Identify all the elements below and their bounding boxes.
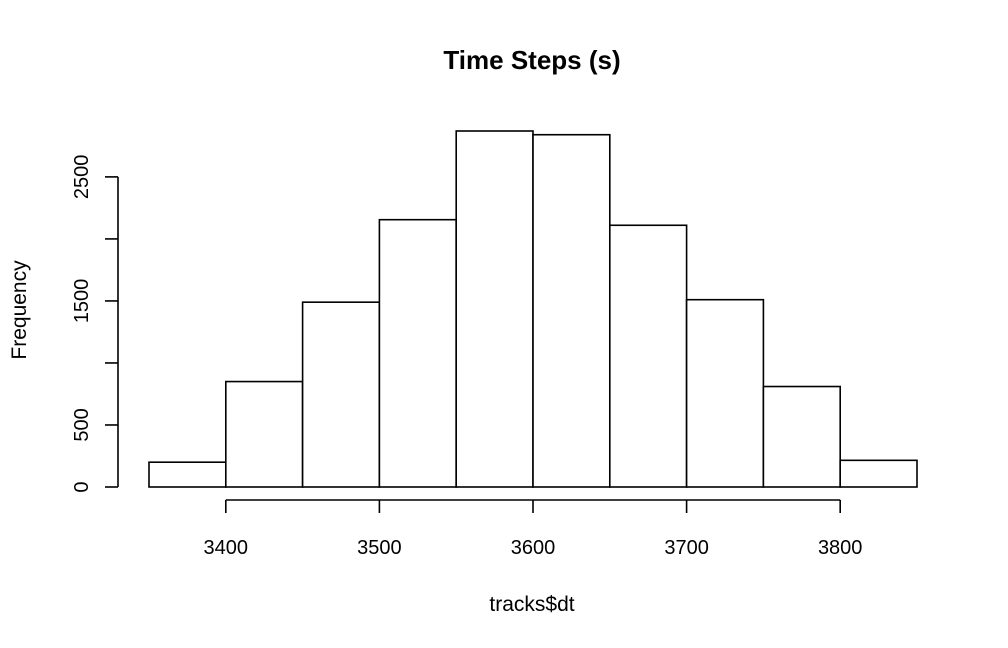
chart-title: Time Steps (s) <box>443 45 620 75</box>
x-tick-label-3500: 3500 <box>357 537 402 559</box>
y-tick-label-2500: 2500 <box>71 155 93 200</box>
y-tick-label-1500: 1500 <box>71 279 93 324</box>
y-tick-label-0: 0 <box>71 481 93 492</box>
x-axis-title: tracks$dt <box>489 593 574 616</box>
x-tick-label-3700: 3700 <box>664 537 709 559</box>
x-tick-label-3400: 3400 <box>204 537 249 559</box>
histogram-bar-3 <box>301 301 381 488</box>
histogram-bar-2 <box>225 380 304 488</box>
histogram-bar-8 <box>685 298 765 488</box>
x-tick-label-3600: 3600 <box>511 537 556 559</box>
y-tick-label-500: 500 <box>71 408 93 441</box>
x-axis: 3400 3500 3600 3700 3800 <box>204 499 863 559</box>
y-axis: 0 500 1500 2500 <box>71 155 119 493</box>
histogram-bar-1 <box>148 461 227 488</box>
histogram-bar-4 <box>378 218 457 488</box>
histogram-bar-5 <box>455 130 534 488</box>
x-tick-label-3800: 3800 <box>818 537 863 559</box>
y-axis-title: Frequency <box>8 260 31 360</box>
bars-group <box>148 130 918 488</box>
histogram-bar-6 <box>532 133 611 488</box>
histogram-bar-9 <box>762 385 842 488</box>
histogram-bar-7 <box>608 224 688 488</box>
histogram-bar-10 <box>839 459 918 488</box>
